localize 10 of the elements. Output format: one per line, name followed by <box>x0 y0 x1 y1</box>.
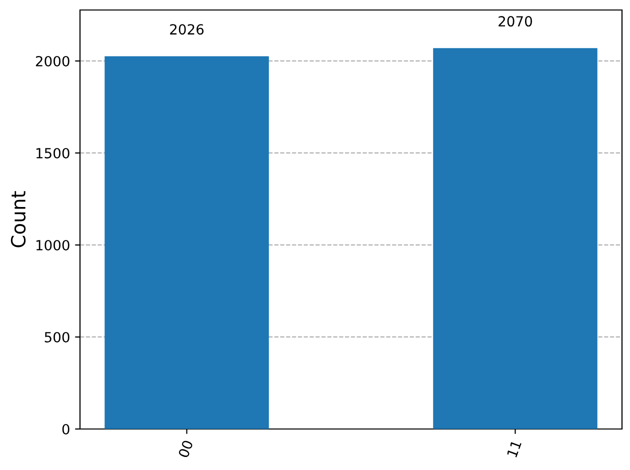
x-tick-label: 11 <box>506 440 522 458</box>
y-tick-label: 500 <box>44 332 70 342</box>
y-tick-label: 2000 <box>36 56 70 66</box>
x-tick-label: 00 <box>178 440 194 458</box>
y-tick-label: 1000 <box>36 240 70 250</box>
data-label: 2026 <box>170 24 204 35</box>
y-tick-label: 0 <box>62 424 70 434</box>
y-axis-title: Count <box>10 191 26 248</box>
data-label: 2070 <box>498 16 532 27</box>
y-tick-label: 1500 <box>36 148 70 158</box>
